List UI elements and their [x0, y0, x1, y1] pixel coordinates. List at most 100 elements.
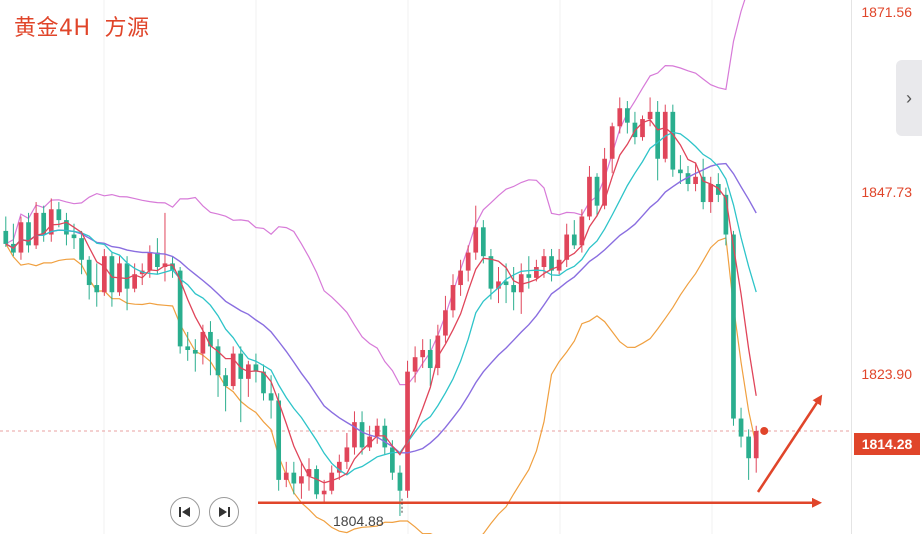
candle — [215, 339, 221, 397]
chart-title-main: 黄金4H — [14, 16, 91, 41]
candle — [276, 393, 282, 491]
candle-body — [329, 472, 335, 491]
candle-body — [496, 281, 501, 289]
candle-body — [71, 234, 77, 239]
candle-body — [306, 469, 312, 477]
skip-back-button[interactable] — [170, 497, 200, 527]
candle — [64, 212, 69, 246]
candle-body — [253, 364, 259, 372]
candle — [647, 97, 653, 127]
low-price-label: 1804.88 — [333, 513, 384, 529]
candle — [609, 122, 615, 174]
candle-body — [41, 212, 47, 235]
candle — [246, 360, 251, 397]
candle-body — [518, 274, 524, 293]
candle-body — [192, 349, 198, 354]
candle — [503, 263, 509, 304]
candle — [617, 97, 623, 134]
candle-body — [109, 256, 115, 293]
skip-forward-icon — [219, 507, 230, 517]
candle — [314, 465, 319, 499]
candle — [685, 165, 691, 192]
candle-body — [625, 108, 630, 123]
candle-body — [458, 270, 463, 286]
candle — [670, 104, 676, 177]
candle-body — [746, 436, 751, 459]
tick-label-1871: 1871.56 — [861, 4, 912, 20]
candle — [731, 230, 736, 426]
annotations — [258, 394, 823, 514]
candle — [640, 115, 645, 141]
candle-body — [700, 176, 706, 203]
candle-body — [336, 461, 342, 473]
candle — [124, 256, 130, 311]
candle-body — [647, 111, 653, 120]
side-panel-toggle[interactable]: › — [896, 60, 922, 136]
up-arrow — [756, 394, 823, 493]
candle — [526, 256, 532, 289]
candle-body — [685, 173, 691, 185]
candle — [678, 155, 683, 185]
candle-body — [405, 371, 410, 491]
candle-body — [480, 227, 486, 257]
candle-body — [352, 422, 357, 448]
candle-body — [435, 335, 441, 369]
bollinger-lower-line — [5, 237, 757, 534]
candle — [427, 339, 433, 387]
candle — [86, 256, 92, 300]
candle-body — [208, 331, 213, 347]
candle — [693, 162, 698, 192]
candle — [48, 198, 54, 242]
candle — [662, 104, 668, 163]
candle — [306, 458, 312, 491]
candle — [41, 205, 47, 242]
candle-body — [94, 285, 100, 293]
candle-body — [200, 331, 206, 354]
candle-body — [473, 227, 479, 253]
candle-body — [465, 252, 471, 271]
candle-body — [412, 357, 418, 372]
candle-body — [549, 256, 554, 271]
candle-body — [367, 436, 372, 448]
candle-body — [655, 111, 661, 159]
candle-body — [420, 349, 426, 358]
candle-body — [147, 252, 153, 271]
candle-body — [579, 216, 585, 246]
candle — [117, 256, 122, 296]
candle — [700, 158, 706, 210]
candle-body — [670, 111, 676, 170]
candle-body — [640, 119, 645, 138]
candle-body — [564, 234, 570, 260]
candle — [109, 252, 115, 307]
candle — [155, 238, 160, 275]
candle — [33, 202, 39, 249]
candle-body — [177, 270, 183, 347]
candle — [283, 461, 289, 488]
candle-body — [155, 252, 160, 267]
candle — [625, 101, 630, 134]
candle-body — [18, 222, 24, 253]
candle — [147, 245, 153, 278]
candle — [230, 346, 236, 390]
bollinger-upper-line — [5, 0, 746, 386]
candle — [261, 364, 266, 401]
candle — [299, 461, 304, 499]
candle — [336, 454, 342, 480]
candle — [746, 429, 751, 480]
chevron-right-icon: › — [906, 87, 912, 108]
ma-fast-line — [5, 119, 757, 484]
candle-body — [731, 234, 736, 419]
candle-body — [299, 476, 304, 484]
candle — [458, 259, 463, 296]
candle-body — [678, 169, 683, 174]
candle-body — [609, 126, 615, 159]
candle-body — [541, 256, 547, 267]
candle — [594, 173, 600, 217]
candle — [549, 248, 554, 282]
skip-forward-button[interactable] — [209, 497, 239, 527]
candle-body — [390, 447, 395, 473]
candle — [708, 176, 714, 213]
candle-body — [276, 400, 282, 480]
candle-body — [534, 267, 539, 278]
candle — [26, 212, 31, 253]
